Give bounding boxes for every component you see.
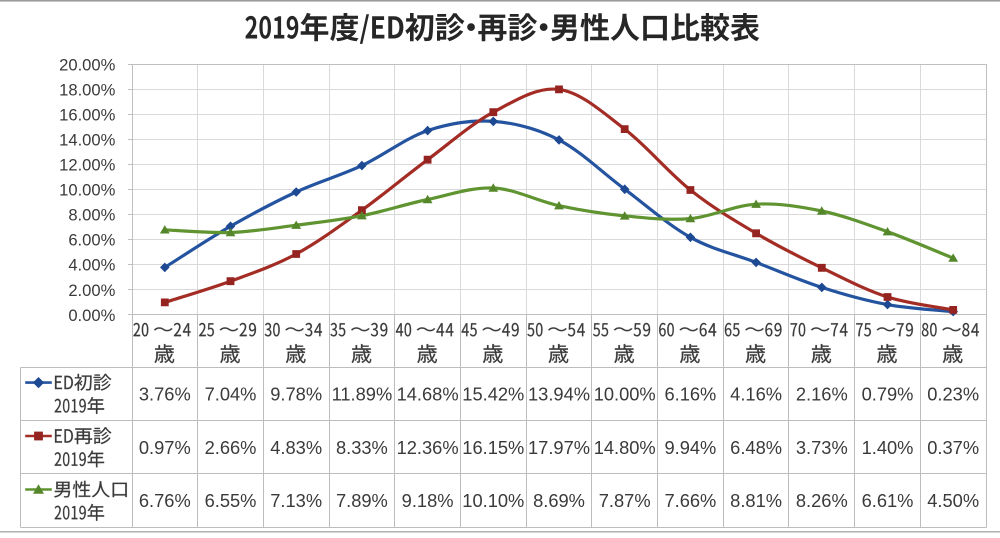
svg-text:4.50%: 4.50% xyxy=(927,490,979,511)
svg-text:0.23%: 0.23% xyxy=(927,383,979,404)
svg-text:3.73%: 3.73% xyxy=(796,437,848,458)
svg-text:7.04%: 7.04% xyxy=(205,383,257,404)
svg-text:6.00%: 6.00% xyxy=(68,231,115,250)
svg-text:15.42%: 15.42% xyxy=(462,383,524,404)
svg-text:6.55%: 6.55% xyxy=(205,490,257,511)
svg-text:6.48%: 6.48% xyxy=(730,437,782,458)
svg-text:6.61%: 6.61% xyxy=(862,490,914,511)
svg-text:2.66%: 2.66% xyxy=(205,437,257,458)
svg-text:0.00%: 0.00% xyxy=(68,306,115,325)
svg-text:20.00%: 20.00% xyxy=(59,55,116,74)
svg-text:0.37%: 0.37% xyxy=(927,437,979,458)
svg-text:7.87%: 7.87% xyxy=(599,490,651,511)
svg-text:4.00%: 4.00% xyxy=(68,256,115,275)
svg-text:14.68%: 14.68% xyxy=(397,383,459,404)
svg-text:18.00%: 18.00% xyxy=(59,80,116,99)
svg-text:0.79%: 0.79% xyxy=(862,383,914,404)
svg-text:16.15%: 16.15% xyxy=(462,437,524,458)
svg-text:11.89%: 11.89% xyxy=(332,383,393,404)
svg-text:12.36%: 12.36% xyxy=(397,437,459,458)
svg-text:0.97%: 0.97% xyxy=(139,437,191,458)
svg-text:8.81%: 8.81% xyxy=(730,490,782,511)
svg-text:6.16%: 6.16% xyxy=(664,383,716,404)
svg-text:10.00%: 10.00% xyxy=(594,383,656,404)
svg-text:8.33%: 8.33% xyxy=(336,437,388,458)
svg-text:7.89%: 7.89% xyxy=(336,490,388,511)
svg-text:9.78%: 9.78% xyxy=(270,383,322,404)
svg-text:17.97%: 17.97% xyxy=(528,437,590,458)
svg-text:10.10%: 10.10% xyxy=(462,490,524,511)
svg-text:7.66%: 7.66% xyxy=(664,490,716,511)
svg-text:2.16%: 2.16% xyxy=(796,383,848,404)
svg-text:8.26%: 8.26% xyxy=(796,490,848,511)
svg-text:9.18%: 9.18% xyxy=(402,490,454,511)
svg-text:9.94%: 9.94% xyxy=(664,437,716,458)
svg-text:12.00%: 12.00% xyxy=(59,156,116,175)
svg-text:16.00%: 16.00% xyxy=(59,105,116,124)
svg-text:3.76%: 3.76% xyxy=(139,383,191,404)
svg-text:7.13%: 7.13% xyxy=(270,490,322,511)
svg-text:1.40%: 1.40% xyxy=(862,437,914,458)
svg-text:14.80%: 14.80% xyxy=(594,437,656,458)
svg-text:4.16%: 4.16% xyxy=(730,383,782,404)
svg-text:10.00%: 10.00% xyxy=(59,181,116,200)
svg-text:4.83%: 4.83% xyxy=(270,437,322,458)
svg-text:14.00%: 14.00% xyxy=(59,131,116,150)
svg-text:6.76%: 6.76% xyxy=(139,490,191,511)
svg-text:2.00%: 2.00% xyxy=(68,281,115,300)
svg-text:13.94%: 13.94% xyxy=(528,383,590,404)
svg-text:8.00%: 8.00% xyxy=(68,206,115,225)
svg-text:8.69%: 8.69% xyxy=(533,490,585,511)
